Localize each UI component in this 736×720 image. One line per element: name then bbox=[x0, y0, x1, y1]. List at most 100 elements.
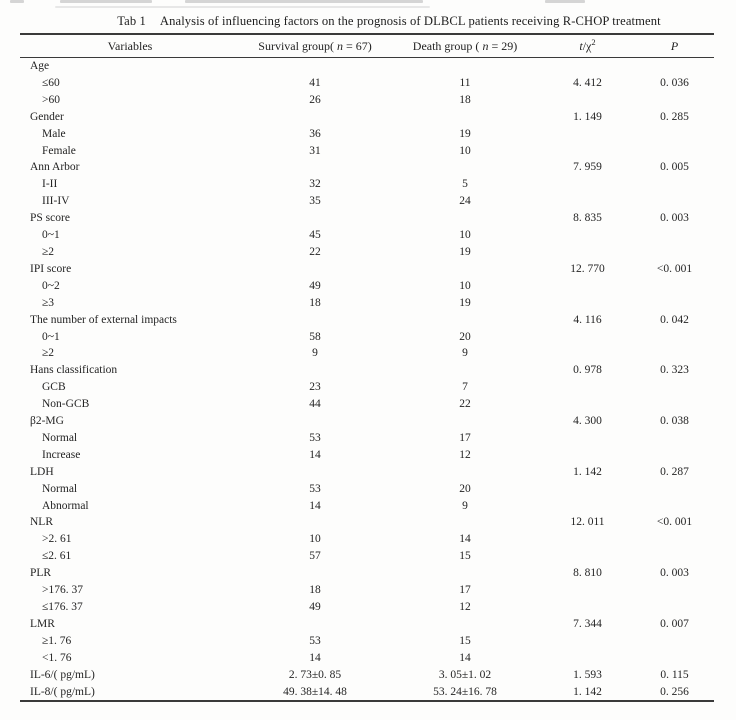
cell-variable: IL-6/( pg/mL) bbox=[30, 668, 95, 681]
cell-statistic bbox=[540, 548, 635, 565]
table-caption: Tab 1 Analysis of influencing factors on … bbox=[0, 13, 736, 29]
header-variables: Variables bbox=[107, 39, 153, 53]
cell-p-value bbox=[635, 430, 714, 447]
cell-variable: ≥2 bbox=[42, 245, 55, 258]
cell-statistic bbox=[540, 430, 635, 447]
cell-death: 15 bbox=[459, 634, 471, 647]
cell-survival bbox=[240, 514, 390, 531]
cell-variable: Male bbox=[42, 127, 66, 140]
cell-survival: 14 bbox=[309, 651, 321, 664]
cell-variable: IL-8/( pg/mL) bbox=[30, 685, 95, 698]
table-row: Increase 14 12 bbox=[20, 447, 714, 464]
cell-statistic bbox=[540, 633, 635, 650]
table-row: The number of external impacts 4. 116 0.… bbox=[20, 312, 714, 329]
table-row: IPI score 12. 770 <0. 001 bbox=[20, 261, 714, 278]
cell-variable: Ann Arbor bbox=[30, 161, 80, 174]
cell-death bbox=[390, 514, 540, 531]
cell-survival: 18 bbox=[309, 584, 321, 597]
cell-survival: 31 bbox=[309, 144, 321, 157]
cell-variable: The number of external impacts bbox=[30, 313, 177, 326]
cell-death: 19 bbox=[459, 245, 471, 258]
cell-variable: Normal bbox=[42, 482, 78, 495]
cell-p-value: 0. 256 bbox=[660, 685, 689, 698]
cell-p-value: <0. 001 bbox=[656, 262, 693, 275]
table-row: ≥3 18 19 bbox=[20, 295, 714, 312]
table-row: PS score 8. 835 0. 003 bbox=[20, 210, 714, 227]
cell-survival bbox=[240, 312, 390, 329]
cell-variable: Increase bbox=[42, 448, 81, 461]
table-row: >2. 61 10 14 bbox=[20, 531, 714, 548]
cell-death: 20 bbox=[459, 482, 471, 495]
cell-variable: 0~1 bbox=[42, 229, 60, 242]
table-row: β2-MG 4. 300 0. 038 bbox=[20, 413, 714, 430]
cell-survival bbox=[240, 464, 390, 481]
cell-p-value bbox=[635, 548, 714, 565]
cell-p-value bbox=[635, 582, 714, 599]
cell-death bbox=[390, 616, 540, 633]
table-row: Gender 1. 149 0. 285 bbox=[20, 109, 714, 126]
table-body: Age ≤60 41 11 4. 412 0. 036 >60 26 18 Ge… bbox=[20, 58, 714, 702]
cell-survival bbox=[240, 159, 390, 176]
table-number: Tab 1 bbox=[117, 14, 146, 28]
cell-death bbox=[390, 58, 540, 75]
cell-variable: Female bbox=[42, 144, 76, 157]
cell-p-value: 0. 287 bbox=[660, 465, 689, 478]
cell-p-value bbox=[635, 227, 714, 244]
cell-p-value bbox=[635, 650, 714, 667]
cell-survival bbox=[240, 565, 390, 582]
table-row: Hans classification 0. 978 0. 323 bbox=[20, 362, 714, 379]
table-row: <1. 76 14 14 bbox=[20, 650, 714, 667]
cell-survival: 53 bbox=[309, 482, 321, 495]
cell-p-value: 0. 115 bbox=[660, 668, 689, 681]
table-row: LDH 1. 142 0. 287 bbox=[20, 464, 714, 481]
cell-death: 18 bbox=[459, 93, 471, 106]
cell-death bbox=[390, 413, 540, 430]
table-row: Male 36 19 bbox=[20, 126, 714, 143]
cell-p-value bbox=[635, 295, 714, 312]
cell-p-value: 0. 038 bbox=[660, 415, 689, 428]
cell-death: 53. 24±16. 78 bbox=[433, 685, 497, 698]
cell-survival: 22 bbox=[309, 245, 321, 258]
cell-survival bbox=[240, 362, 390, 379]
table-row: IL-6/( pg/mL) 2. 73±0. 85 3. 05±1. 02 1.… bbox=[20, 667, 714, 684]
cell-statistic bbox=[540, 650, 635, 667]
cell-statistic: 8. 810 bbox=[573, 567, 602, 580]
cell-p-value: 0. 003 bbox=[660, 567, 689, 580]
cell-survival: 14 bbox=[309, 448, 321, 461]
cell-survival: 49 bbox=[309, 601, 321, 613]
cell-statistic bbox=[540, 531, 635, 548]
table-row: Female 31 10 bbox=[20, 143, 714, 160]
cell-statistic: 12. 011 bbox=[570, 516, 605, 529]
header-row: Variables Survival group( n = 67) Death … bbox=[20, 34, 714, 58]
cell-statistic bbox=[540, 599, 635, 616]
cell-death: 20 bbox=[459, 330, 471, 343]
cell-survival: 49. 38±14. 48 bbox=[283, 685, 347, 698]
header-statistic: t/χ2 bbox=[579, 37, 596, 53]
cell-variable: <1. 76 bbox=[42, 651, 72, 664]
cell-survival bbox=[240, 616, 390, 633]
cell-p-value bbox=[635, 126, 714, 143]
cell-statistic: 12. 770 bbox=[570, 262, 605, 275]
cell-variable: ≥1. 76 bbox=[42, 634, 72, 647]
table-row: Ann Arbor 7. 959 0. 005 bbox=[20, 159, 714, 176]
cell-survival: 58 bbox=[309, 330, 321, 343]
cell-survival bbox=[240, 413, 390, 430]
cell-p-value bbox=[635, 58, 714, 75]
cell-death: 5 bbox=[462, 178, 468, 191]
cell-survival: 41 bbox=[309, 76, 321, 89]
cell-survival: 18 bbox=[309, 296, 321, 309]
table-row: ≤176. 37 49 12 bbox=[20, 599, 714, 616]
cell-statistic: 8. 835 bbox=[573, 212, 602, 225]
cell-statistic: 1. 142 bbox=[573, 465, 602, 478]
table-row: Abnormal 14 9 bbox=[20, 498, 714, 515]
cell-statistic bbox=[540, 126, 635, 143]
cell-death: 12 bbox=[459, 448, 471, 461]
table-row: ≤60 41 11 4. 412 0. 036 bbox=[20, 75, 714, 92]
cell-p-value bbox=[635, 599, 714, 616]
cell-survival: 49 bbox=[309, 279, 321, 292]
cell-death: 19 bbox=[459, 127, 471, 140]
cell-p-value: 0. 036 bbox=[660, 76, 689, 89]
cell-statistic bbox=[540, 379, 635, 396]
cell-statistic bbox=[540, 92, 635, 109]
table-row: ≥1. 76 53 15 bbox=[20, 633, 714, 650]
